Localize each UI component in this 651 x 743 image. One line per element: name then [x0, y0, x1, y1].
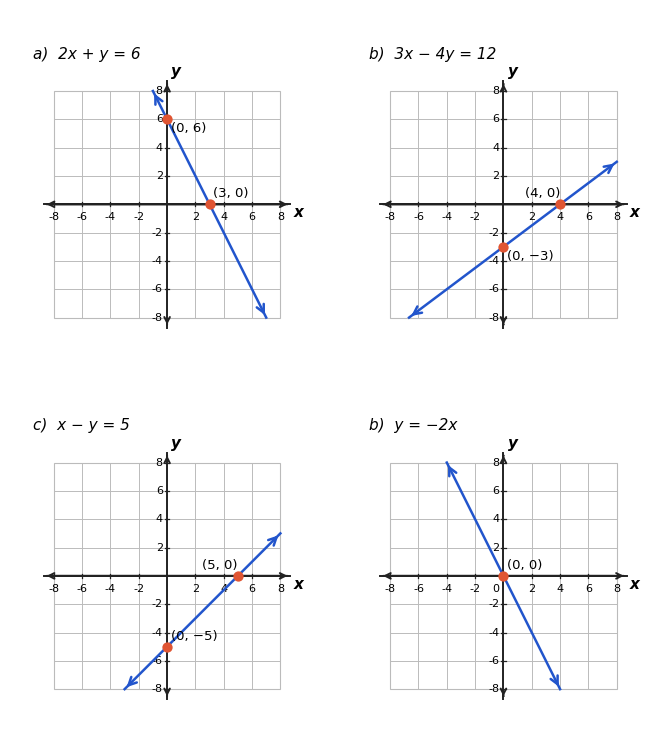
Text: -2: -2: [152, 599, 163, 609]
Text: -8: -8: [385, 584, 396, 594]
Text: 8: 8: [613, 584, 620, 594]
Text: 0: 0: [492, 584, 499, 594]
Text: 4: 4: [492, 143, 499, 152]
Text: -8: -8: [385, 212, 396, 222]
Text: 8: 8: [613, 212, 620, 222]
Point: [232, 570, 243, 582]
Text: 2: 2: [528, 212, 535, 222]
Text: -8: -8: [488, 684, 499, 694]
Text: -8: -8: [488, 313, 499, 322]
Text: 2: 2: [192, 212, 199, 222]
Text: -4: -4: [488, 628, 499, 637]
Text: -4: -4: [152, 628, 163, 637]
Text: -4: -4: [105, 212, 116, 222]
Text: 6: 6: [492, 486, 499, 496]
Bar: [54, 91, 281, 317]
Text: -4: -4: [441, 584, 452, 594]
Text: -6: -6: [413, 584, 424, 594]
Text: (4, 0): (4, 0): [525, 187, 560, 200]
Text: 8: 8: [156, 458, 163, 467]
Text: (0, 6): (0, 6): [171, 122, 206, 135]
Text: 6: 6: [492, 114, 499, 124]
Text: 4: 4: [156, 143, 163, 152]
Text: 2: 2: [492, 542, 499, 553]
Text: (5, 0): (5, 0): [202, 559, 238, 572]
Text: a)  2x + y = 6: a) 2x + y = 6: [33, 47, 140, 62]
Text: 2: 2: [528, 584, 535, 594]
Text: -2: -2: [488, 599, 499, 609]
Text: 4: 4: [557, 584, 564, 594]
Point: [162, 640, 173, 652]
Text: -6: -6: [152, 285, 163, 294]
Point: [498, 241, 508, 253]
Text: -2: -2: [469, 212, 480, 222]
Text: -4: -4: [152, 256, 163, 266]
Text: 4: 4: [220, 584, 227, 594]
Text: 6: 6: [249, 212, 256, 222]
Text: (3, 0): (3, 0): [213, 187, 249, 200]
Bar: [390, 463, 616, 690]
Text: -2: -2: [469, 584, 480, 594]
Text: 8: 8: [156, 86, 163, 96]
Bar: [54, 463, 281, 690]
Point: [162, 114, 173, 126]
Text: -4: -4: [441, 212, 452, 222]
Text: x: x: [630, 577, 639, 592]
Text: b)  y = −2x: b) y = −2x: [369, 418, 457, 433]
Text: -6: -6: [488, 656, 499, 666]
Text: x: x: [630, 205, 639, 220]
Text: -6: -6: [152, 656, 163, 666]
Text: 6: 6: [249, 584, 256, 594]
Text: -8: -8: [48, 212, 59, 222]
Text: 6: 6: [156, 114, 163, 124]
Text: y: y: [171, 435, 182, 450]
Point: [204, 198, 215, 210]
Text: 8: 8: [277, 584, 284, 594]
Text: -8: -8: [48, 584, 59, 594]
Text: -2: -2: [152, 227, 163, 238]
Text: -6: -6: [413, 212, 424, 222]
Text: 2: 2: [492, 171, 499, 181]
Text: b)  3x − 4y = 12: b) 3x − 4y = 12: [369, 47, 496, 62]
Text: y: y: [171, 64, 182, 79]
Bar: [390, 91, 616, 317]
Text: -6: -6: [77, 212, 88, 222]
Text: 8: 8: [492, 86, 499, 96]
Text: (0, −5): (0, −5): [171, 629, 217, 643]
Text: 4: 4: [492, 514, 499, 525]
Text: y: y: [508, 435, 518, 450]
Text: 6: 6: [585, 584, 592, 594]
Text: -2: -2: [133, 212, 145, 222]
Text: 8: 8: [492, 458, 499, 467]
Text: 2: 2: [192, 584, 199, 594]
Text: c)  x − y = 5: c) x − y = 5: [33, 418, 130, 433]
Text: 4: 4: [156, 514, 163, 525]
Point: [555, 198, 565, 210]
Text: (0, 0): (0, 0): [507, 559, 542, 572]
Text: x: x: [293, 577, 303, 592]
Text: 8: 8: [277, 212, 284, 222]
Text: 6: 6: [585, 212, 592, 222]
Point: [498, 570, 508, 582]
Text: -4: -4: [105, 584, 116, 594]
Text: x: x: [293, 205, 303, 220]
Text: 4: 4: [557, 212, 564, 222]
Text: 4: 4: [220, 212, 227, 222]
Text: y: y: [508, 64, 518, 79]
Text: -8: -8: [152, 313, 163, 322]
Text: -2: -2: [133, 584, 145, 594]
Text: -6: -6: [488, 285, 499, 294]
Text: -6: -6: [77, 584, 88, 594]
Text: 2: 2: [156, 542, 163, 553]
Text: -8: -8: [152, 684, 163, 694]
Text: -2: -2: [488, 227, 499, 238]
Text: 2: 2: [156, 171, 163, 181]
Text: -4: -4: [488, 256, 499, 266]
Text: 6: 6: [156, 486, 163, 496]
Text: (0, −3): (0, −3): [507, 250, 553, 262]
